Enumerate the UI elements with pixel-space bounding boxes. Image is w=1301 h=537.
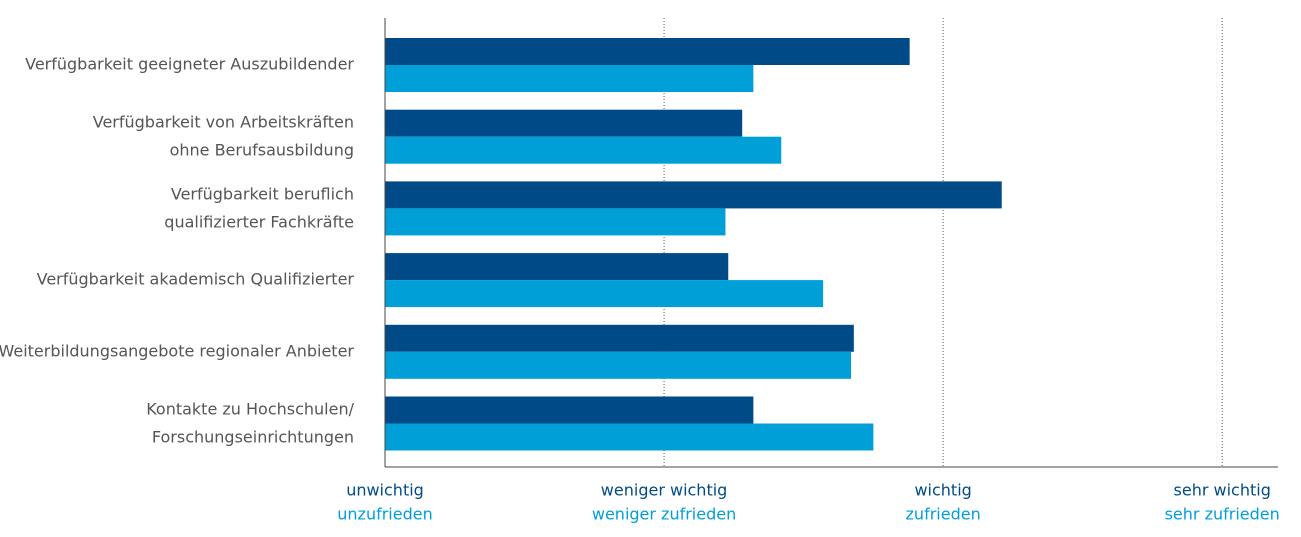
y-tick-label: Verfügbarkeit akademisch Qualifizierter xyxy=(37,270,355,289)
x-tick-sublabel: sehr zufrieden xyxy=(1165,505,1280,524)
bar xyxy=(385,396,754,424)
y-tick-label: Verfügbarkeit von Arbeitskräften ohne Ber… xyxy=(93,112,354,159)
x-tick-sublabel: weniger zufrieden xyxy=(592,505,736,524)
x-tick-label: weniger wichtig xyxy=(601,481,728,500)
x-tick-label: unwichtig xyxy=(346,481,424,500)
bar xyxy=(385,181,1002,209)
bar xyxy=(385,351,852,379)
x-tick-label: sehr wichtig xyxy=(1174,481,1271,500)
y-tick-label: Verfügbarkeit beruflich qualifizierter Fa… xyxy=(164,184,354,231)
bar xyxy=(385,136,782,164)
bar xyxy=(385,65,754,92)
bar xyxy=(385,280,824,308)
bar xyxy=(385,253,729,281)
bar xyxy=(385,423,874,451)
y-tick-label: Kontakte zu Hochschulen/Forschungseinric… xyxy=(146,399,354,446)
bar xyxy=(385,38,910,65)
x-tick-sublabel: unzufrieden xyxy=(337,505,432,524)
bar xyxy=(385,324,854,352)
y-tick-label: Weiterbildungsangebote regionaler Anbiet… xyxy=(0,341,354,360)
x-tick-sublabel: zufrieden xyxy=(906,505,981,524)
bar xyxy=(385,109,743,137)
x-tick-label: wichtig xyxy=(914,481,971,500)
bar xyxy=(385,208,726,236)
y-tick-label: Verfügbarkeit geeigneter Auszubildender xyxy=(25,55,354,74)
